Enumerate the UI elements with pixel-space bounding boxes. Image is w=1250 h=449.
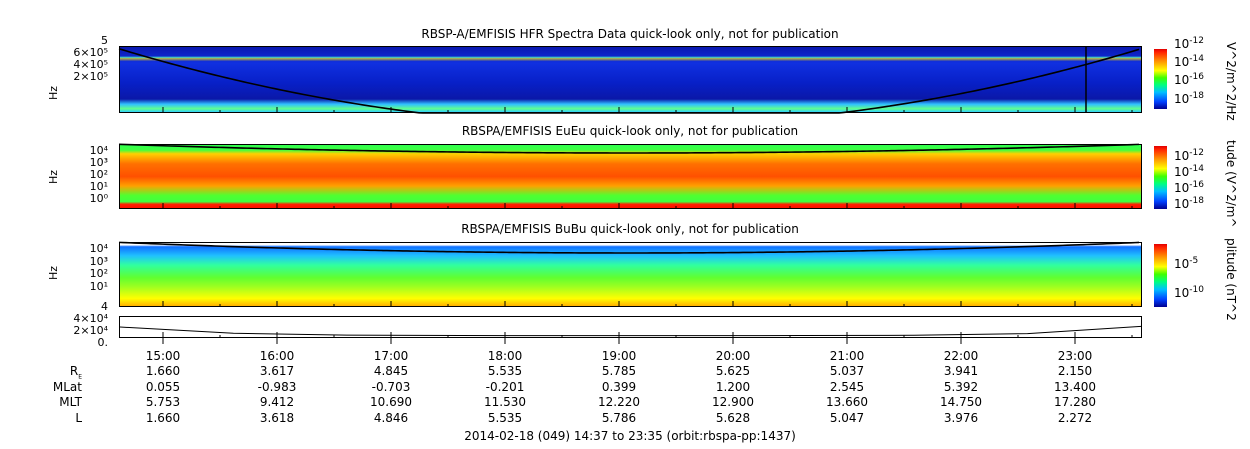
x-tick-label: 23:00 (1057, 349, 1093, 363)
ephemeris-label: MLat (52, 379, 82, 394)
colorbar-bubu-label: plitude (nT^2 (1224, 238, 1238, 321)
p1-ytick: 4×10⁵ (73, 58, 108, 71)
ephemeris-value: 5.535 (487, 364, 523, 378)
colorbar-tick-label: 10-14 (1174, 54, 1204, 69)
hfr-spectrogram (119, 46, 1142, 113)
colorbar-tick-label: 10-16 (1174, 180, 1204, 195)
x-tick-label: 17:00 (373, 349, 409, 363)
ephemeris-label: RE (69, 364, 82, 381)
p1-ytick: 6×10⁵ (73, 46, 108, 59)
fce-curve (118, 241, 1140, 254)
colorbar-hfr (1154, 49, 1167, 109)
x-tick-label: 15:00 (145, 349, 181, 363)
ephemeris-value: 14.750 (940, 395, 982, 409)
fce-curve (118, 47, 1140, 114)
ephemeris-value: 2.150 (1057, 364, 1093, 378)
colorbar-tick-label: 10-5 (1174, 256, 1199, 271)
ephemeris-value: 3.941 (943, 364, 979, 378)
ephemeris-value: 5.392 (943, 379, 979, 394)
colorbar-tick-label: 10-12 (1174, 36, 1204, 51)
x-tick-label: 16:00 (259, 349, 295, 363)
ephemeris-value: 4.846 (373, 410, 409, 425)
ephemeris-value: 5.535 (487, 410, 523, 425)
footer-time-range: 2014-02-18 (049) 14:37 to 23:35 (orbit:r… (464, 429, 796, 443)
ephemeris-value: 17.280 (1054, 395, 1096, 409)
ephemeris-value: 0.055 (145, 379, 181, 394)
ephemeris-label: L (75, 410, 82, 425)
ephemeris-value: -0.201 (485, 379, 525, 394)
line-panel (119, 316, 1142, 338)
ephemeris-value: -0.983 (257, 379, 297, 394)
p4-ytick: 2×10⁴ (73, 324, 108, 337)
colorbar-tick-label: 10-16 (1174, 72, 1204, 87)
ephemeris-value: 12.900 (712, 395, 754, 409)
p2-ytick: 10³ (89, 156, 108, 169)
ephemeris-value: 5.786 (601, 410, 637, 425)
p2-ytick: 10¹ (89, 180, 108, 193)
p2-ytick: 10⁰ (89, 192, 108, 205)
ephemeris-value: 2.545 (829, 379, 865, 394)
p3-ytick: 10⁴ (89, 242, 108, 255)
ephemeris-value: 5.037 (829, 364, 865, 378)
x-tick-label: 18:00 (487, 349, 523, 363)
ephemeris-value: 11.530 (484, 395, 526, 409)
ephemeris-value: 3.618 (259, 410, 295, 425)
data-line (119, 325, 1142, 337)
panel3-title: RBSPA/EMFISIS BuBu quick-look only, not … (461, 222, 799, 236)
x-tick-label: 21:00 (829, 349, 865, 363)
p3-ytick: 10¹ (89, 280, 108, 293)
ephemeris-value: 5.785 (601, 364, 637, 378)
panel2-title: RBSPA/EMFISIS EuEu quick-look only, not … (461, 124, 799, 138)
p4-ytick: 4×10⁴ (73, 312, 108, 325)
ephemeris-value: 2.272 (1057, 410, 1093, 425)
x-tick-label: 19:00 (601, 349, 637, 363)
p1-ytick: 5 (101, 34, 108, 47)
p4-ytick: 0. (97, 336, 109, 349)
p4-ytick: 4 (101, 300, 108, 313)
ephemeris-value: 1.660 (145, 410, 181, 425)
colorbar-eueu-label: tude (V^2/m^ (1224, 140, 1238, 228)
colorbar-tick-label: 10-10 (1174, 285, 1204, 300)
colorbar-tick-label: 10-18 (1174, 91, 1204, 106)
colorbar-eueu (1154, 146, 1167, 209)
p2-ytick: 10² (89, 168, 108, 181)
p3-ytick: 10³ (89, 255, 108, 268)
ephemeris-label: MLT (59, 395, 82, 409)
ephemeris-value: -0.703 (371, 379, 411, 394)
ephemeris-value: 9.412 (259, 395, 295, 409)
colorbar-bubu (1154, 244, 1167, 307)
p3-ytick: 10² (89, 267, 108, 280)
ephemeris-value: 5.625 (715, 364, 751, 378)
colorbar-tick-label: 10-12 (1174, 148, 1204, 163)
x-tick-label: 22:00 (943, 349, 979, 363)
colorbar-tick-label: 10-18 (1174, 196, 1204, 211)
ephemeris-value: 1.200 (715, 379, 751, 394)
ephemeris-value: 0.399 (601, 379, 637, 394)
ephemeris-value: 4.845 (373, 364, 409, 378)
ephemeris-value: 13.400 (1054, 379, 1096, 394)
ephemeris-value: 13.660 (826, 395, 868, 409)
ephemeris-value: 3.976 (943, 410, 979, 425)
ephemeris-value: 5.628 (715, 410, 751, 425)
panel1-title: RBSP-A/EMFISIS HFR Spectra Data quick-lo… (421, 27, 839, 41)
p2-ytick: 10⁴ (89, 144, 108, 157)
ephemeris-value: 5.753 (145, 395, 181, 409)
ephemeris-value: 10.690 (370, 395, 412, 409)
eueu-spectrogram (119, 144, 1142, 209)
fce-curve (118, 143, 1140, 154)
p3-ylabel: Hz (47, 265, 60, 280)
x-tick-label: 20:00 (715, 349, 751, 363)
ephemeris-value: 1.660 (145, 364, 181, 378)
p2-ylabel: Hz (47, 169, 60, 184)
ephemeris-value: 12.220 (598, 395, 640, 409)
p1-ylabel: Hz (47, 85, 60, 100)
p1-ytick: 2×10⁵ (73, 70, 108, 83)
colorbar-tick-label: 10-14 (1174, 164, 1204, 179)
ephemeris-value: 3.617 (259, 364, 295, 378)
colorbar-hfr-label: V^2/m^2/Hz (1224, 42, 1238, 121)
ephemeris-value: 5.047 (829, 410, 865, 425)
